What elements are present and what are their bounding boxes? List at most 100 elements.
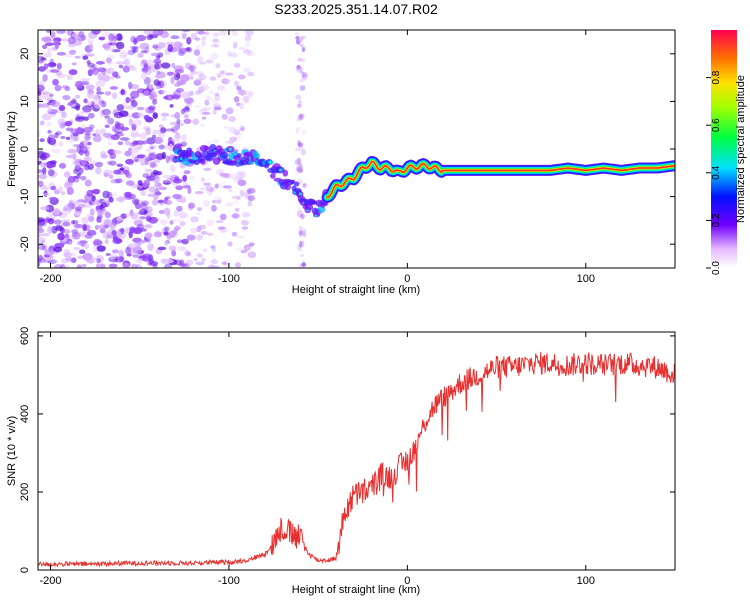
spectrogram-noise <box>38 30 339 268</box>
spectrogram-speckle <box>147 243 154 251</box>
spectrogram-speckle <box>86 189 94 197</box>
spectrogram-speckle <box>210 43 219 48</box>
spectrogram-speckle <box>107 67 115 75</box>
spectrogram-speckle <box>172 193 182 200</box>
spectrogram-speckle <box>128 118 133 126</box>
spectrogram-speckle <box>209 187 215 193</box>
spectrogram-speckle <box>116 230 122 238</box>
spectrogram-speckle <box>50 185 57 191</box>
spectrogram-speckle <box>120 126 130 131</box>
spectrogram-speckle <box>173 73 181 81</box>
spectrogram-speckle <box>190 216 199 223</box>
spectrogram-speckle <box>242 30 252 35</box>
spectrogram-speckle <box>89 43 94 51</box>
spectrogram-speckle <box>43 192 51 197</box>
spectrogram-speckle <box>95 80 106 88</box>
spectrogram-speckle <box>100 219 110 226</box>
spectrogram-speckle <box>197 56 204 63</box>
spectrogram-speckle <box>295 127 300 134</box>
spectrogram-speckle <box>97 209 103 217</box>
spectrogram-speckle <box>68 49 77 55</box>
spectrogram-speckle <box>201 40 207 47</box>
spectrogram-speckle <box>231 195 240 200</box>
spectrogram-speckle <box>189 71 194 77</box>
spectrogram-speckle <box>228 116 236 123</box>
spectrogram-speckle <box>225 78 231 83</box>
spectrogram-speckle <box>209 76 217 81</box>
spectrogram-speckle <box>240 249 248 254</box>
spectrogram-speckle <box>154 73 165 79</box>
spectrogram-speckle <box>236 171 242 179</box>
spectrogram-speckle <box>124 191 132 199</box>
snr-x-axis: -200 -100 0 100 <box>39 332 595 587</box>
spectrogram-speckle <box>149 146 155 150</box>
spectrogram-speckle <box>65 154 75 159</box>
spectrogram-speckle <box>110 44 116 52</box>
snr-y-tick-label: 200 <box>19 483 31 501</box>
spectrogram-speckle <box>145 175 152 179</box>
spectrogram-speckle <box>38 233 41 238</box>
spectrogram-speckle <box>165 199 172 206</box>
spectrogram-speckle <box>58 162 67 169</box>
spectrogram-speckle <box>200 230 208 235</box>
spectrogram-y-label: Frequency (Hz) <box>6 111 18 187</box>
spectrogram-speckle <box>148 216 158 224</box>
spectrogram-speckle <box>56 30 66 34</box>
spectrogram-speckle <box>164 259 174 264</box>
spectrogram-speckle <box>152 169 159 176</box>
spectrogram-speckle <box>47 47 52 54</box>
spectrogram-speckle <box>143 180 151 188</box>
spectrogram-speckle <box>218 172 225 177</box>
spectrogram-speckle <box>96 258 102 264</box>
spectrogram-speckle <box>63 229 71 235</box>
spectrogram-speckle <box>154 61 163 70</box>
spectrogram-speckle <box>73 246 81 251</box>
spectrogram-speckle <box>87 229 97 236</box>
spectrogram-speckle <box>203 182 212 186</box>
spectrogram-speckle <box>168 230 176 238</box>
spectrogram-speckle <box>143 114 150 121</box>
spectrogram-speckle <box>234 262 242 268</box>
spectrogram-speckle <box>133 37 138 45</box>
spectrogram-speckle <box>132 119 142 126</box>
spectrogram-speckle <box>238 47 246 51</box>
spectrogram-speckle <box>298 229 303 236</box>
spectrogram-speckle <box>242 67 252 73</box>
spectrogram-speckle <box>234 207 240 213</box>
spectrogram-speckle <box>181 238 189 245</box>
spectrogram-speckle <box>64 256 72 262</box>
spectrogram-speckle <box>213 105 222 111</box>
spectrogram-speckle <box>163 231 169 236</box>
spectrogram-speckle <box>296 157 302 165</box>
spectrogram-speckle <box>214 265 220 268</box>
spectrogram-speckle <box>200 108 208 113</box>
spectrogram-speckle <box>198 224 207 230</box>
spectrogram-speckle <box>112 237 122 245</box>
spectrogram-speckle <box>136 258 144 264</box>
spectrogram-speckle <box>163 95 169 100</box>
spectrogram-speckle <box>298 162 303 168</box>
spectrogram-speckle <box>196 253 203 258</box>
spectrogram-speckle <box>103 169 114 176</box>
spectrogram-speckle <box>152 98 158 105</box>
spectrogram-speckle <box>38 228 45 234</box>
spectrogram-speckle <box>112 35 119 40</box>
spectrogram-speckle <box>86 101 93 106</box>
spectrogram-speckle <box>214 92 220 97</box>
spectrogram-speckle <box>41 113 52 121</box>
spectrogram-x-tick-label: 0 <box>404 273 410 285</box>
spectrogram-speckle <box>48 170 58 179</box>
spectrogram-speckle <box>96 245 106 252</box>
spectrogram-speckle <box>242 49 252 54</box>
spectrogram-speckle <box>112 149 122 155</box>
spectrogram-speckle <box>95 61 105 65</box>
spectrogram-speckle <box>104 115 110 119</box>
spectrogram-speckle <box>81 199 90 204</box>
spectrogram-speckle <box>152 263 158 268</box>
spectrogram-speckle <box>144 168 153 172</box>
spectrogram-speckle <box>159 219 168 226</box>
spectrogram-speckle <box>89 208 95 216</box>
spectrogram-speckle <box>82 55 89 60</box>
spectrogram-speckle <box>248 242 255 247</box>
spectrogram-speckle <box>111 92 118 100</box>
